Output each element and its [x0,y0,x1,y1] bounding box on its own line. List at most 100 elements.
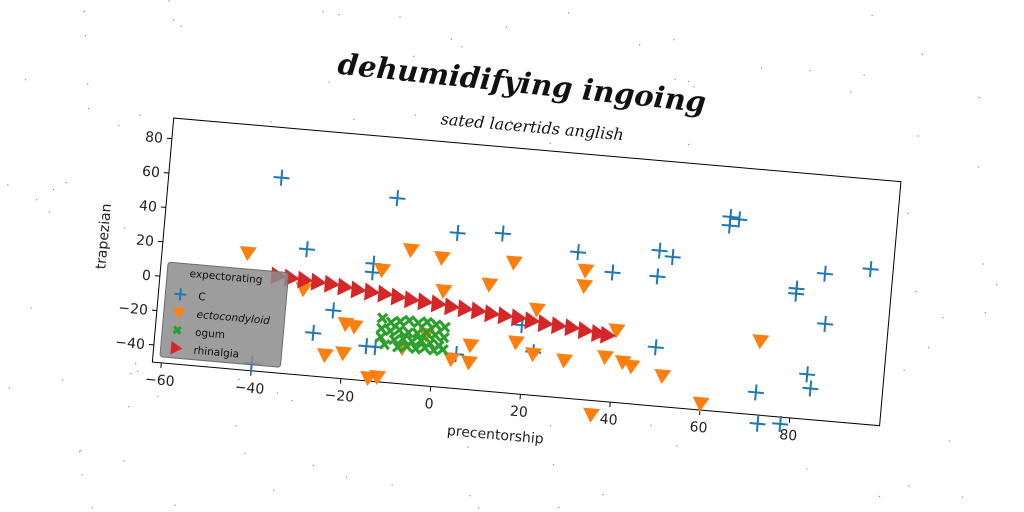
speckle [978,96,980,98]
point-marker [443,352,461,368]
speckle [123,227,125,229]
point-marker [376,312,389,325]
point-marker [862,261,879,278]
x-tick-label: −40 [234,379,265,398]
speckle [496,128,498,130]
speckle [505,26,508,28]
point-marker [429,328,442,341]
point-marker [427,344,440,357]
x-tick-label: 0 [424,396,434,413]
speckle [312,464,314,466]
speckle [478,507,480,509]
point-marker [384,325,397,337]
y-axis-label: trapezian [93,203,115,270]
speckle [549,142,551,145]
point-marker [577,321,594,340]
point-marker [393,324,406,336]
point-marker [788,280,805,297]
point-marker [434,250,451,267]
speckle [172,19,174,21]
speckle [903,369,905,371]
speckle [65,182,67,184]
speckle [639,44,641,46]
legend-label: C [198,291,206,304]
speckle [7,184,9,186]
speckle [328,81,330,83]
speckle [693,86,695,88]
speckle [8,387,10,389]
point-marker [564,318,581,337]
point-marker [731,211,748,228]
speckle [80,450,82,452]
point-marker [525,347,543,363]
speckle [81,474,83,476]
speckle [322,11,324,13]
y-tick-label: 20 [135,232,154,249]
legend: expectorating Cectocondyloidogumrhinalgi… [159,261,289,368]
legend-marker [172,307,186,319]
series-rhinalgia [270,266,617,344]
speckle [760,67,763,69]
speckle [391,484,393,486]
point-marker [752,334,770,350]
point-marker [337,277,354,296]
point-marker [749,415,766,432]
point-marker [417,292,434,311]
point-marker [505,255,523,271]
speckle [137,370,139,372]
speckle [244,452,246,454]
point-marker [817,315,834,333]
x-axis-label: precentorship [446,423,544,447]
point-marker [364,264,381,281]
speckle [510,120,512,122]
speckle [399,16,401,18]
y-tick-label: −20 [118,300,149,319]
point-marker [419,341,431,354]
speckle [674,78,676,81]
point-marker [799,366,816,383]
point-marker [430,294,447,313]
speckle [450,38,452,40]
x-tick-label: −20 [324,387,355,406]
point-marker [692,396,710,412]
point-marker [537,314,554,333]
y-tick-label: 40 [138,198,157,215]
point-marker [551,316,568,335]
point-marker [444,297,461,316]
speckle [130,373,132,375]
chart-subtitle: sated lacertids anglish [440,109,625,144]
legend-marker [172,325,182,335]
y-axis: −40 −20 0 20 40 60 80 [115,129,172,354]
speckle [673,39,675,41]
speckle [62,379,64,381]
x-tick-label: 60 [689,419,708,436]
speckle [88,107,90,109]
y-tick-label: −40 [115,335,146,354]
point-marker [583,407,601,423]
speckle [942,317,944,319]
point-marker [325,302,342,319]
legend-marker [170,340,183,355]
speckle [135,363,137,365]
point-marker [524,311,541,330]
point-marker [420,326,433,339]
speckle [871,14,873,16]
x-tick-label: 40 [599,411,618,428]
point-marker [604,264,621,281]
point-marker [403,314,416,327]
speckle [157,395,159,397]
speckle [850,91,852,93]
speckle [996,284,998,286]
point-marker [457,299,474,318]
point-marker [402,326,415,339]
point-marker [389,190,406,207]
speckle [921,53,923,55]
point-marker [570,244,587,261]
point-marker [597,350,615,366]
point-marker [374,262,392,279]
point-marker [651,242,668,259]
series-ectocondyloid [239,242,770,423]
speckle [345,476,348,478]
speckle [602,493,604,496]
point-marker [374,331,387,343]
